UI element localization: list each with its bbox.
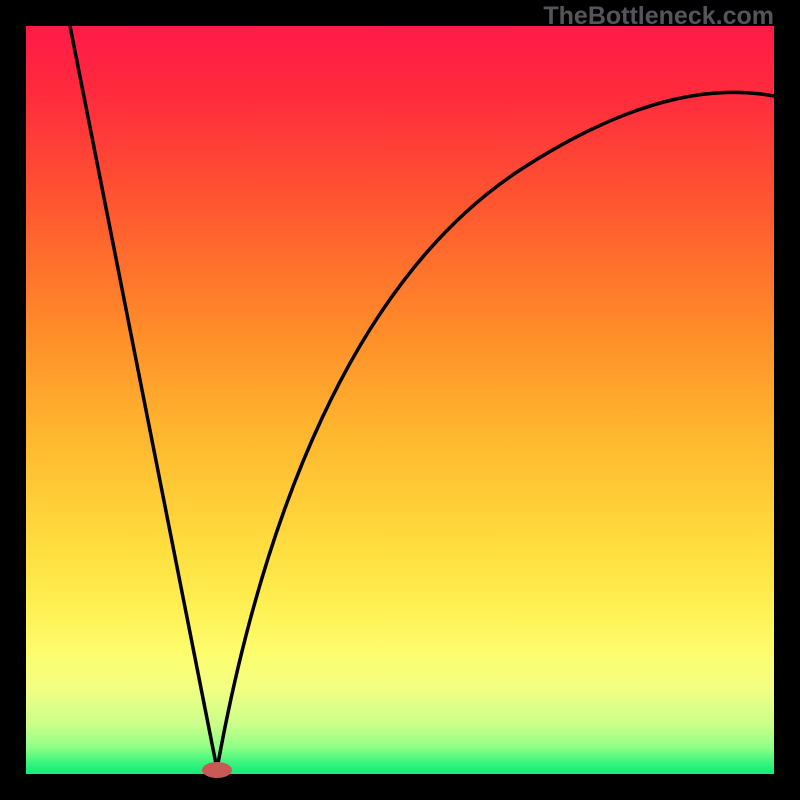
curve-layer [0,0,800,800]
watermark-text: TheBottleneck.com [543,2,774,31]
curve-right-segment [217,92,774,769]
chart-container: TheBottleneck.com [0,0,800,800]
curve-left-segment [70,26,217,769]
minimum-marker [202,762,232,778]
